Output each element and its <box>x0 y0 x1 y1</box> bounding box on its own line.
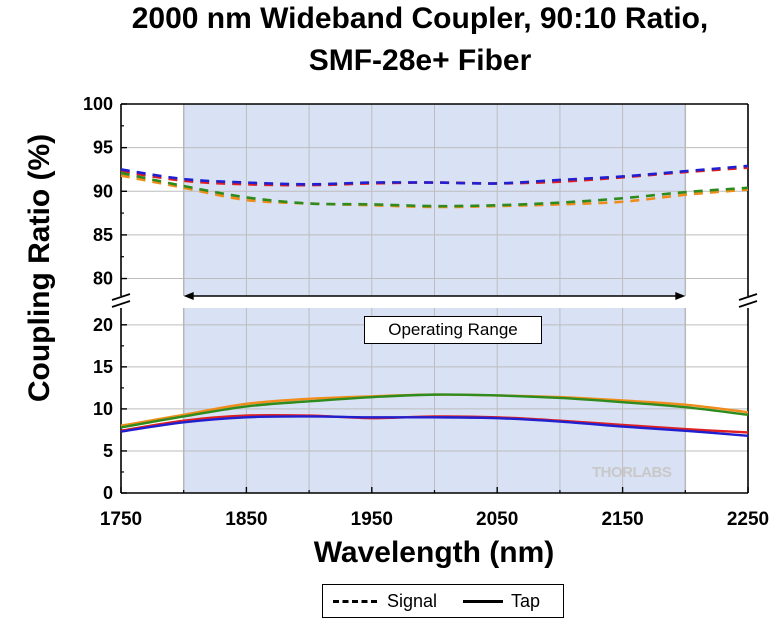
operating-range-arrowhead-right <box>675 292 686 300</box>
legend-tap-swatch <box>463 600 503 603</box>
chart-title-line1: 2000 nm Wideband Coupler, 90:10 Ratio, <box>131 2 709 35</box>
signal-series-line-3 <box>120 171 749 208</box>
y-tick-label: 90 <box>93 181 113 201</box>
axis-break-mark <box>111 293 131 301</box>
operating-range-label: Operating Range <box>364 316 542 344</box>
y-tick-label: 15 <box>93 357 113 377</box>
y-tick-label: 95 <box>93 138 113 158</box>
y-tick-label: 20 <box>93 315 113 335</box>
legend-signal-swatch <box>333 600 377 603</box>
y-tick-label: 10 <box>93 399 113 419</box>
y-tick-label: 85 <box>93 225 113 245</box>
chart-title-line2: SMF-28e+ Fiber <box>308 44 532 77</box>
legend-tap-label: Tap <box>511 591 541 611</box>
x-tick-label: 2250 <box>727 509 769 530</box>
thorlabs-watermark: THORLABS <box>592 464 672 481</box>
x-tick-label: 2150 <box>601 509 643 530</box>
tap-series-line-5 <box>120 415 749 438</box>
legend: Signal Tap <box>322 584 564 618</box>
x-tick-label: 1950 <box>351 509 393 530</box>
axis-break-mark <box>111 300 131 308</box>
y-tick-label: 80 <box>93 269 113 289</box>
axis-break-mark <box>738 293 758 301</box>
legend-signal-label: Signal <box>387 591 438 611</box>
y-tick-label: 100 <box>83 94 113 114</box>
tap-series-line-7 <box>120 393 749 429</box>
y-axis-label: Coupling Ratio (%) <box>23 133 56 403</box>
x-tick-label: 2050 <box>476 509 518 530</box>
axis-break-mark <box>738 300 758 308</box>
x-axis-label: Wavelength (nm) <box>313 536 555 569</box>
operating-range-arrowhead-left <box>183 292 194 300</box>
y-tick-label: 5 <box>103 441 113 461</box>
x-tick-label: 1750 <box>100 509 142 530</box>
x-tick-label: 1850 <box>225 509 267 530</box>
y-tick-label: 0 <box>103 483 113 503</box>
